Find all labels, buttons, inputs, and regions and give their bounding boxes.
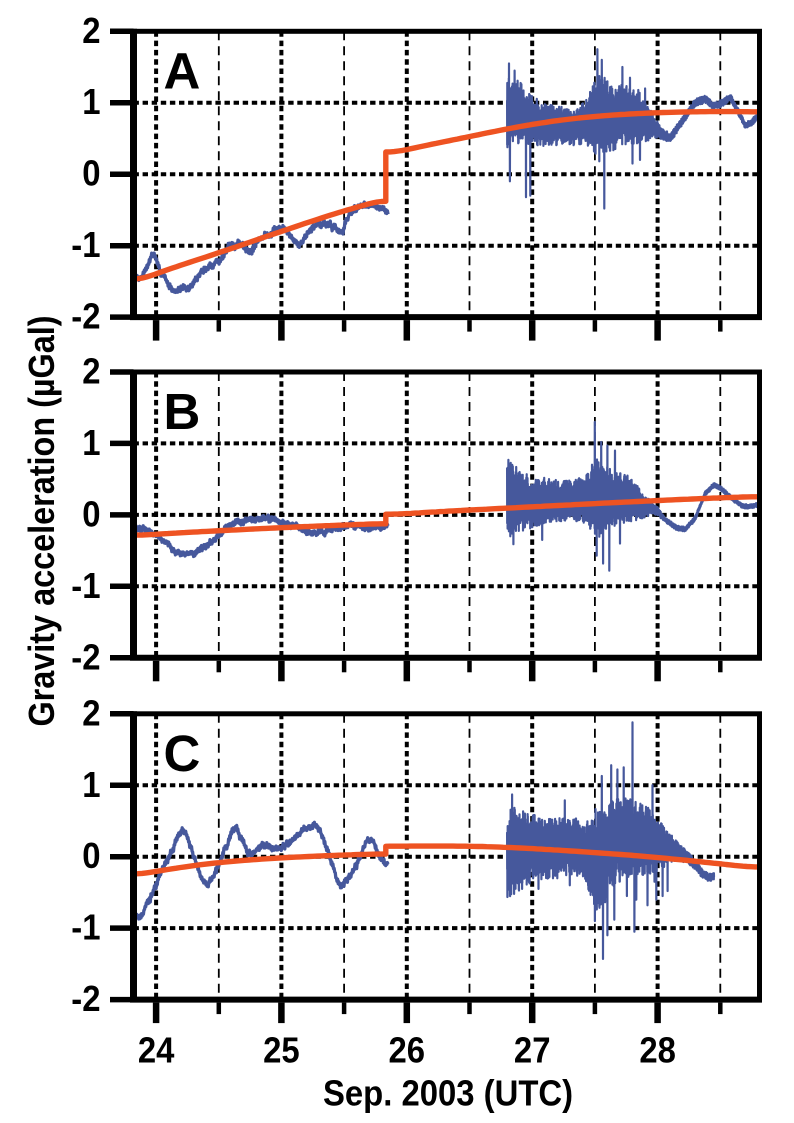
- svg-text:2: 2: [82, 352, 100, 392]
- svg-text:-2: -2: [71, 638, 100, 678]
- svg-text:2: 2: [82, 11, 100, 51]
- svg-text:0: 0: [82, 495, 100, 535]
- svg-text:-1: -1: [71, 566, 100, 606]
- svg-text:25: 25: [263, 1031, 300, 1071]
- svg-text:C: C: [164, 725, 201, 782]
- svg-text:A: A: [164, 42, 201, 99]
- svg-text:-2: -2: [71, 297, 100, 337]
- svg-text:Sep. 2003 (UTC): Sep. 2003 (UTC): [323, 1074, 573, 1114]
- svg-text:1: 1: [82, 423, 100, 463]
- svg-text:Gravity acceleration (µGal): Gravity acceleration (µGal): [22, 315, 62, 726]
- svg-text:0: 0: [82, 837, 100, 877]
- svg-text:2: 2: [82, 694, 100, 734]
- svg-text:26: 26: [389, 1031, 426, 1071]
- svg-text:24: 24: [138, 1031, 175, 1071]
- svg-text:0: 0: [82, 154, 100, 194]
- svg-text:1: 1: [82, 765, 100, 805]
- svg-text:-2: -2: [71, 980, 100, 1020]
- svg-text:28: 28: [639, 1031, 676, 1071]
- svg-text:-1: -1: [71, 908, 100, 948]
- svg-text:1: 1: [82, 83, 100, 123]
- svg-text:B: B: [164, 383, 201, 440]
- svg-text:-1: -1: [71, 226, 100, 266]
- svg-text:27: 27: [514, 1031, 551, 1071]
